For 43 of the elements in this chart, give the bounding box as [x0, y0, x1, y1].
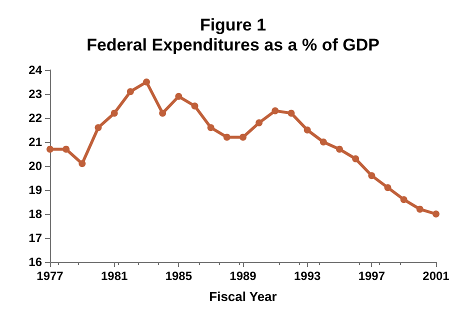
- point: [191, 102, 198, 110]
- x-tick-label: 2001: [422, 269, 450, 283]
- y-tick-label: 24: [28, 63, 42, 77]
- point: [256, 119, 263, 126]
- point: [336, 146, 343, 153]
- point: [384, 184, 392, 192]
- y-tick-label: 20: [28, 159, 42, 173]
- y-tick-label: 21: [28, 135, 42, 149]
- point: [46, 146, 54, 153]
- x-tick-label: 1977: [36, 269, 64, 283]
- point: [110, 110, 118, 117]
- x-tick-label: 1989: [230, 269, 257, 283]
- point: [368, 172, 376, 180]
- point: [207, 124, 214, 132]
- point: [304, 126, 311, 134]
- x-tick-label: 1985: [165, 269, 192, 283]
- y-tick-label: 19: [28, 183, 42, 197]
- y-tick-label: 22: [28, 111, 42, 125]
- point: [352, 155, 360, 162]
- chart-title: Figure 1 Federal Expenditures as a % of GDP: [86, 16, 380, 54]
- point: [78, 160, 86, 168]
- point: [143, 78, 150, 86]
- y-tick-label: 16: [28, 255, 42, 269]
- point: [240, 134, 246, 141]
- point: [400, 196, 408, 204]
- point: [416, 206, 424, 213]
- point: [432, 210, 440, 218]
- y-tick-label: 23: [28, 87, 42, 101]
- point: [320, 138, 327, 146]
- point: [94, 124, 102, 132]
- point: [126, 88, 134, 96]
- x-tick-label: 1993: [294, 269, 322, 283]
- x-tick-label: 1981: [100, 269, 128, 283]
- point: [288, 110, 295, 117]
- point: [272, 107, 279, 114]
- point: [223, 134, 230, 141]
- x-axis-title: Fiscal Year: [209, 289, 277, 304]
- point: [62, 146, 70, 153]
- y-tick-label: 18: [28, 207, 42, 221]
- x-tick-label: 1997: [358, 269, 386, 283]
- point: [175, 92, 182, 100]
- y-tick-label: 17: [28, 231, 42, 245]
- point: [159, 110, 166, 117]
